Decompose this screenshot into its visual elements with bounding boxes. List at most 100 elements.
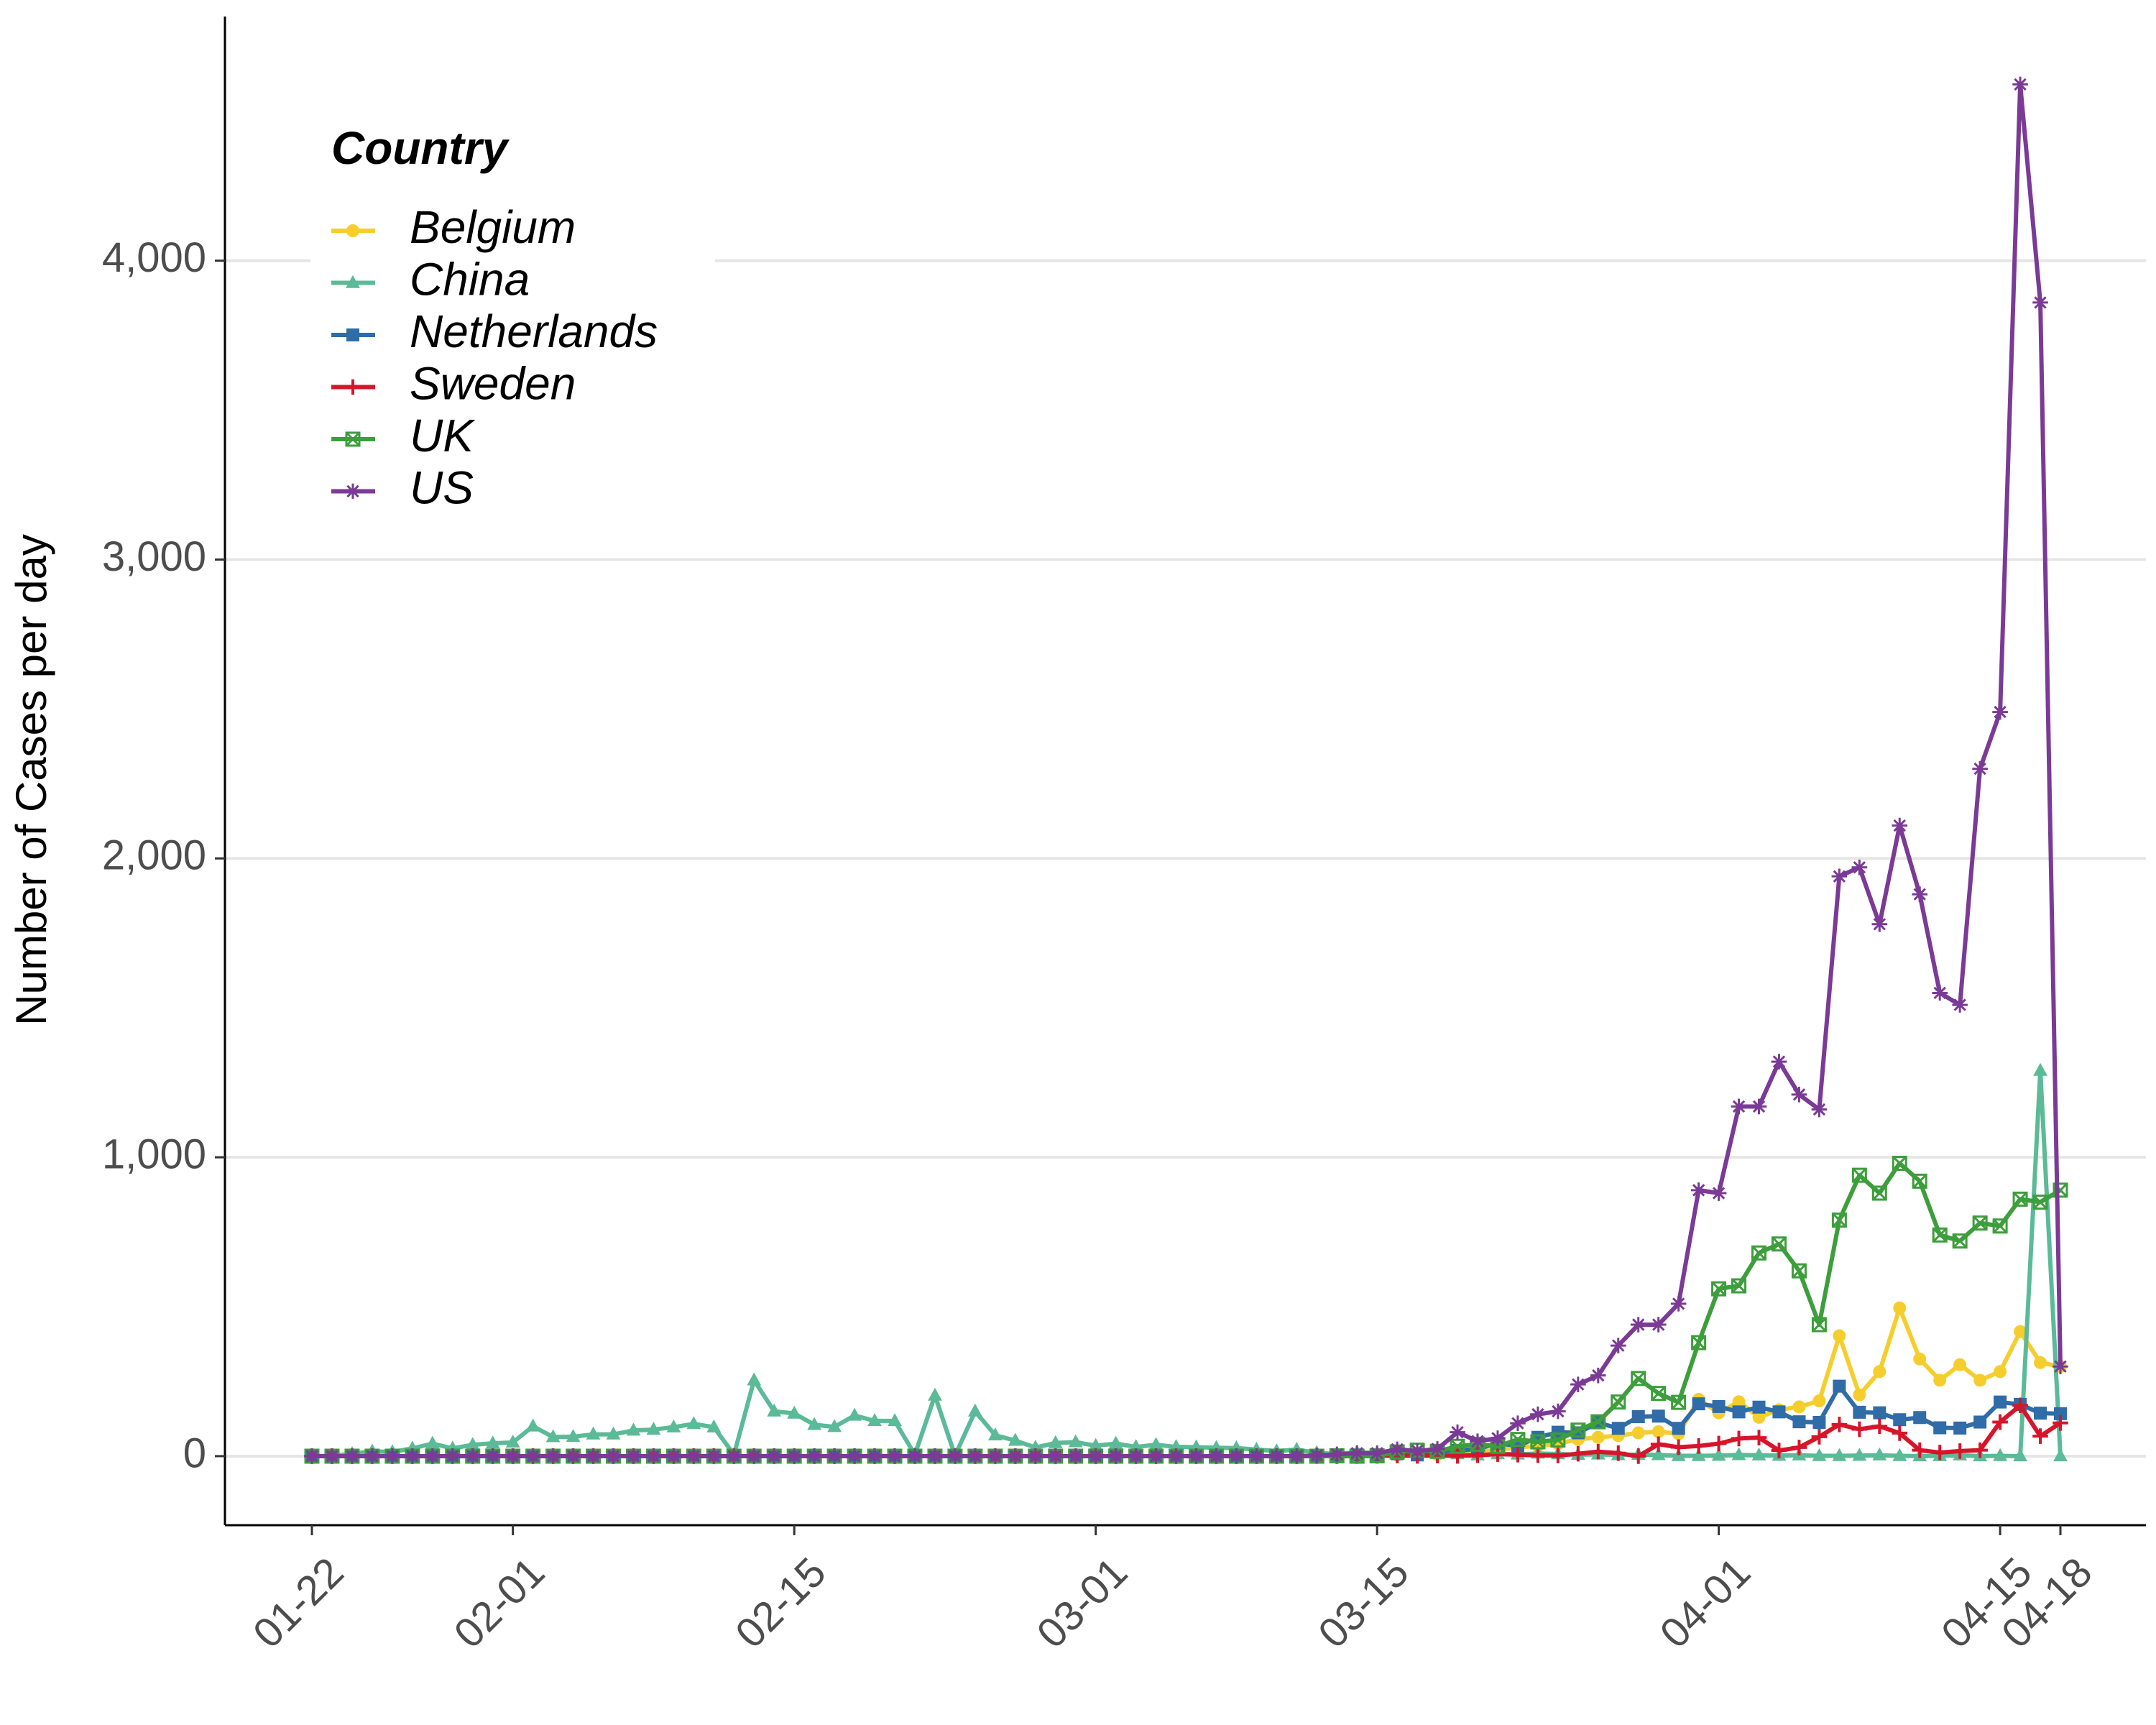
data-point: [1510, 1447, 1526, 1463]
data-point: [2032, 295, 2048, 310]
data-point: [2032, 1428, 2048, 1444]
data-point: [1771, 1054, 1787, 1070]
data-point: [384, 1448, 400, 1464]
data-point: [1248, 1448, 1265, 1464]
data-point: [1973, 1415, 1987, 1429]
data-point: [405, 1448, 420, 1464]
data-point: [987, 1448, 1003, 1464]
data-point: [826, 1448, 842, 1464]
x-tick-label: 01-22: [244, 1549, 353, 1657]
data-point: [1087, 1448, 1104, 1464]
data-point: [1712, 1399, 1726, 1413]
data-point: [888, 1413, 902, 1427]
data-point: [1811, 1101, 1828, 1118]
data-point: [1893, 1413, 1907, 1427]
legend-marker: [346, 328, 359, 341]
data-point: [1732, 1395, 1746, 1409]
data-point: [1570, 1422, 1586, 1438]
data-point: [1732, 1405, 1746, 1419]
data-point: [1992, 704, 2008, 720]
data-point: [2034, 1356, 2047, 1369]
data-point: [645, 1448, 662, 1464]
legend-marker: [346, 224, 359, 237]
data-point: [1289, 1448, 1305, 1464]
data-point: [1853, 1405, 1866, 1419]
data-point: [665, 1448, 682, 1464]
data-point: [1892, 817, 1908, 834]
data-point: [1851, 1167, 1867, 1183]
x-tick-label: 04-01: [1651, 1549, 1759, 1657]
data-point: [1731, 1278, 1747, 1294]
data-point: [1651, 1447, 1666, 1460]
data-point: [1873, 1365, 1886, 1379]
data-point: [1530, 1406, 1546, 1422]
data-point: [1048, 1435, 1063, 1448]
data-point: [1771, 1443, 1787, 1458]
data-point: [1973, 1374, 1987, 1387]
data-point: [585, 1448, 602, 1464]
data-point: [907, 1448, 923, 1464]
data-point: [1610, 1445, 1626, 1461]
data-point: [666, 1419, 681, 1432]
data-point: [1329, 1446, 1345, 1463]
x-tick-label: 02-01: [445, 1549, 553, 1657]
data-point: [1650, 1317, 1667, 1333]
data-point: [1672, 1422, 1685, 1435]
data-point: [1008, 1432, 1023, 1446]
data-point: [1994, 1365, 2007, 1379]
data-point: [1912, 1442, 1928, 1458]
data-point: [686, 1448, 702, 1464]
data-point: [1912, 886, 1928, 903]
data-point: [1912, 1173, 1927, 1189]
data-point: [1591, 1430, 1605, 1444]
data-point: [505, 1435, 520, 1448]
data-point: [1751, 1098, 1767, 1115]
data-point: [586, 1426, 601, 1440]
data-point: [2012, 1191, 2028, 1207]
data-point: [484, 1448, 501, 1464]
data-point: [1812, 1415, 1826, 1429]
data-point: [1792, 1415, 1806, 1429]
legend-title: Country: [331, 122, 510, 174]
legend-label: China: [410, 253, 530, 305]
data-point: [444, 1448, 461, 1464]
y-tick-label: 3,000: [102, 533, 206, 580]
data-point: [1692, 1397, 1705, 1411]
data-point: [1913, 1352, 1927, 1366]
data-point: [1309, 1448, 1325, 1463]
data-point: [1933, 1421, 1947, 1435]
data-point: [1610, 1338, 1626, 1353]
data-point: [1913, 1411, 1927, 1425]
data-point: [1771, 1236, 1787, 1252]
data-point: [1752, 1410, 1766, 1424]
data-point: [1932, 985, 1948, 1001]
data-point: [1731, 1098, 1747, 1115]
data-point: [1993, 1448, 2008, 1461]
series-line: [311, 1068, 2063, 1458]
data-point: [1751, 1245, 1767, 1261]
x-tick-label: 02-15: [727, 1549, 835, 1657]
data-point: [1811, 1429, 1828, 1445]
data-point: [2053, 1358, 2068, 1375]
data-point: [1550, 1432, 1566, 1448]
data-point: [1068, 1434, 1083, 1448]
legend-label: US: [410, 461, 474, 513]
data-point: [1932, 1445, 1948, 1460]
data-point: [625, 1448, 642, 1464]
data-point: [1450, 1448, 1465, 1464]
data-point: [1228, 1448, 1245, 1464]
data-point: [1731, 1430, 1747, 1447]
data-point: [1550, 1403, 1566, 1420]
data-point: [706, 1448, 722, 1464]
data-point: [1470, 1433, 1485, 1449]
legend-marker: [345, 379, 361, 395]
data-point: [304, 1448, 320, 1464]
y-tick-label: 1,000: [102, 1131, 206, 1177]
data-point: [1630, 1317, 1646, 1333]
data-point: [847, 1448, 862, 1464]
data-point: [1731, 1447, 1746, 1460]
data-point: [1833, 1329, 1846, 1343]
data-point: [1972, 760, 1988, 777]
data-point: [1853, 1388, 1866, 1402]
data-point: [545, 1448, 561, 1464]
